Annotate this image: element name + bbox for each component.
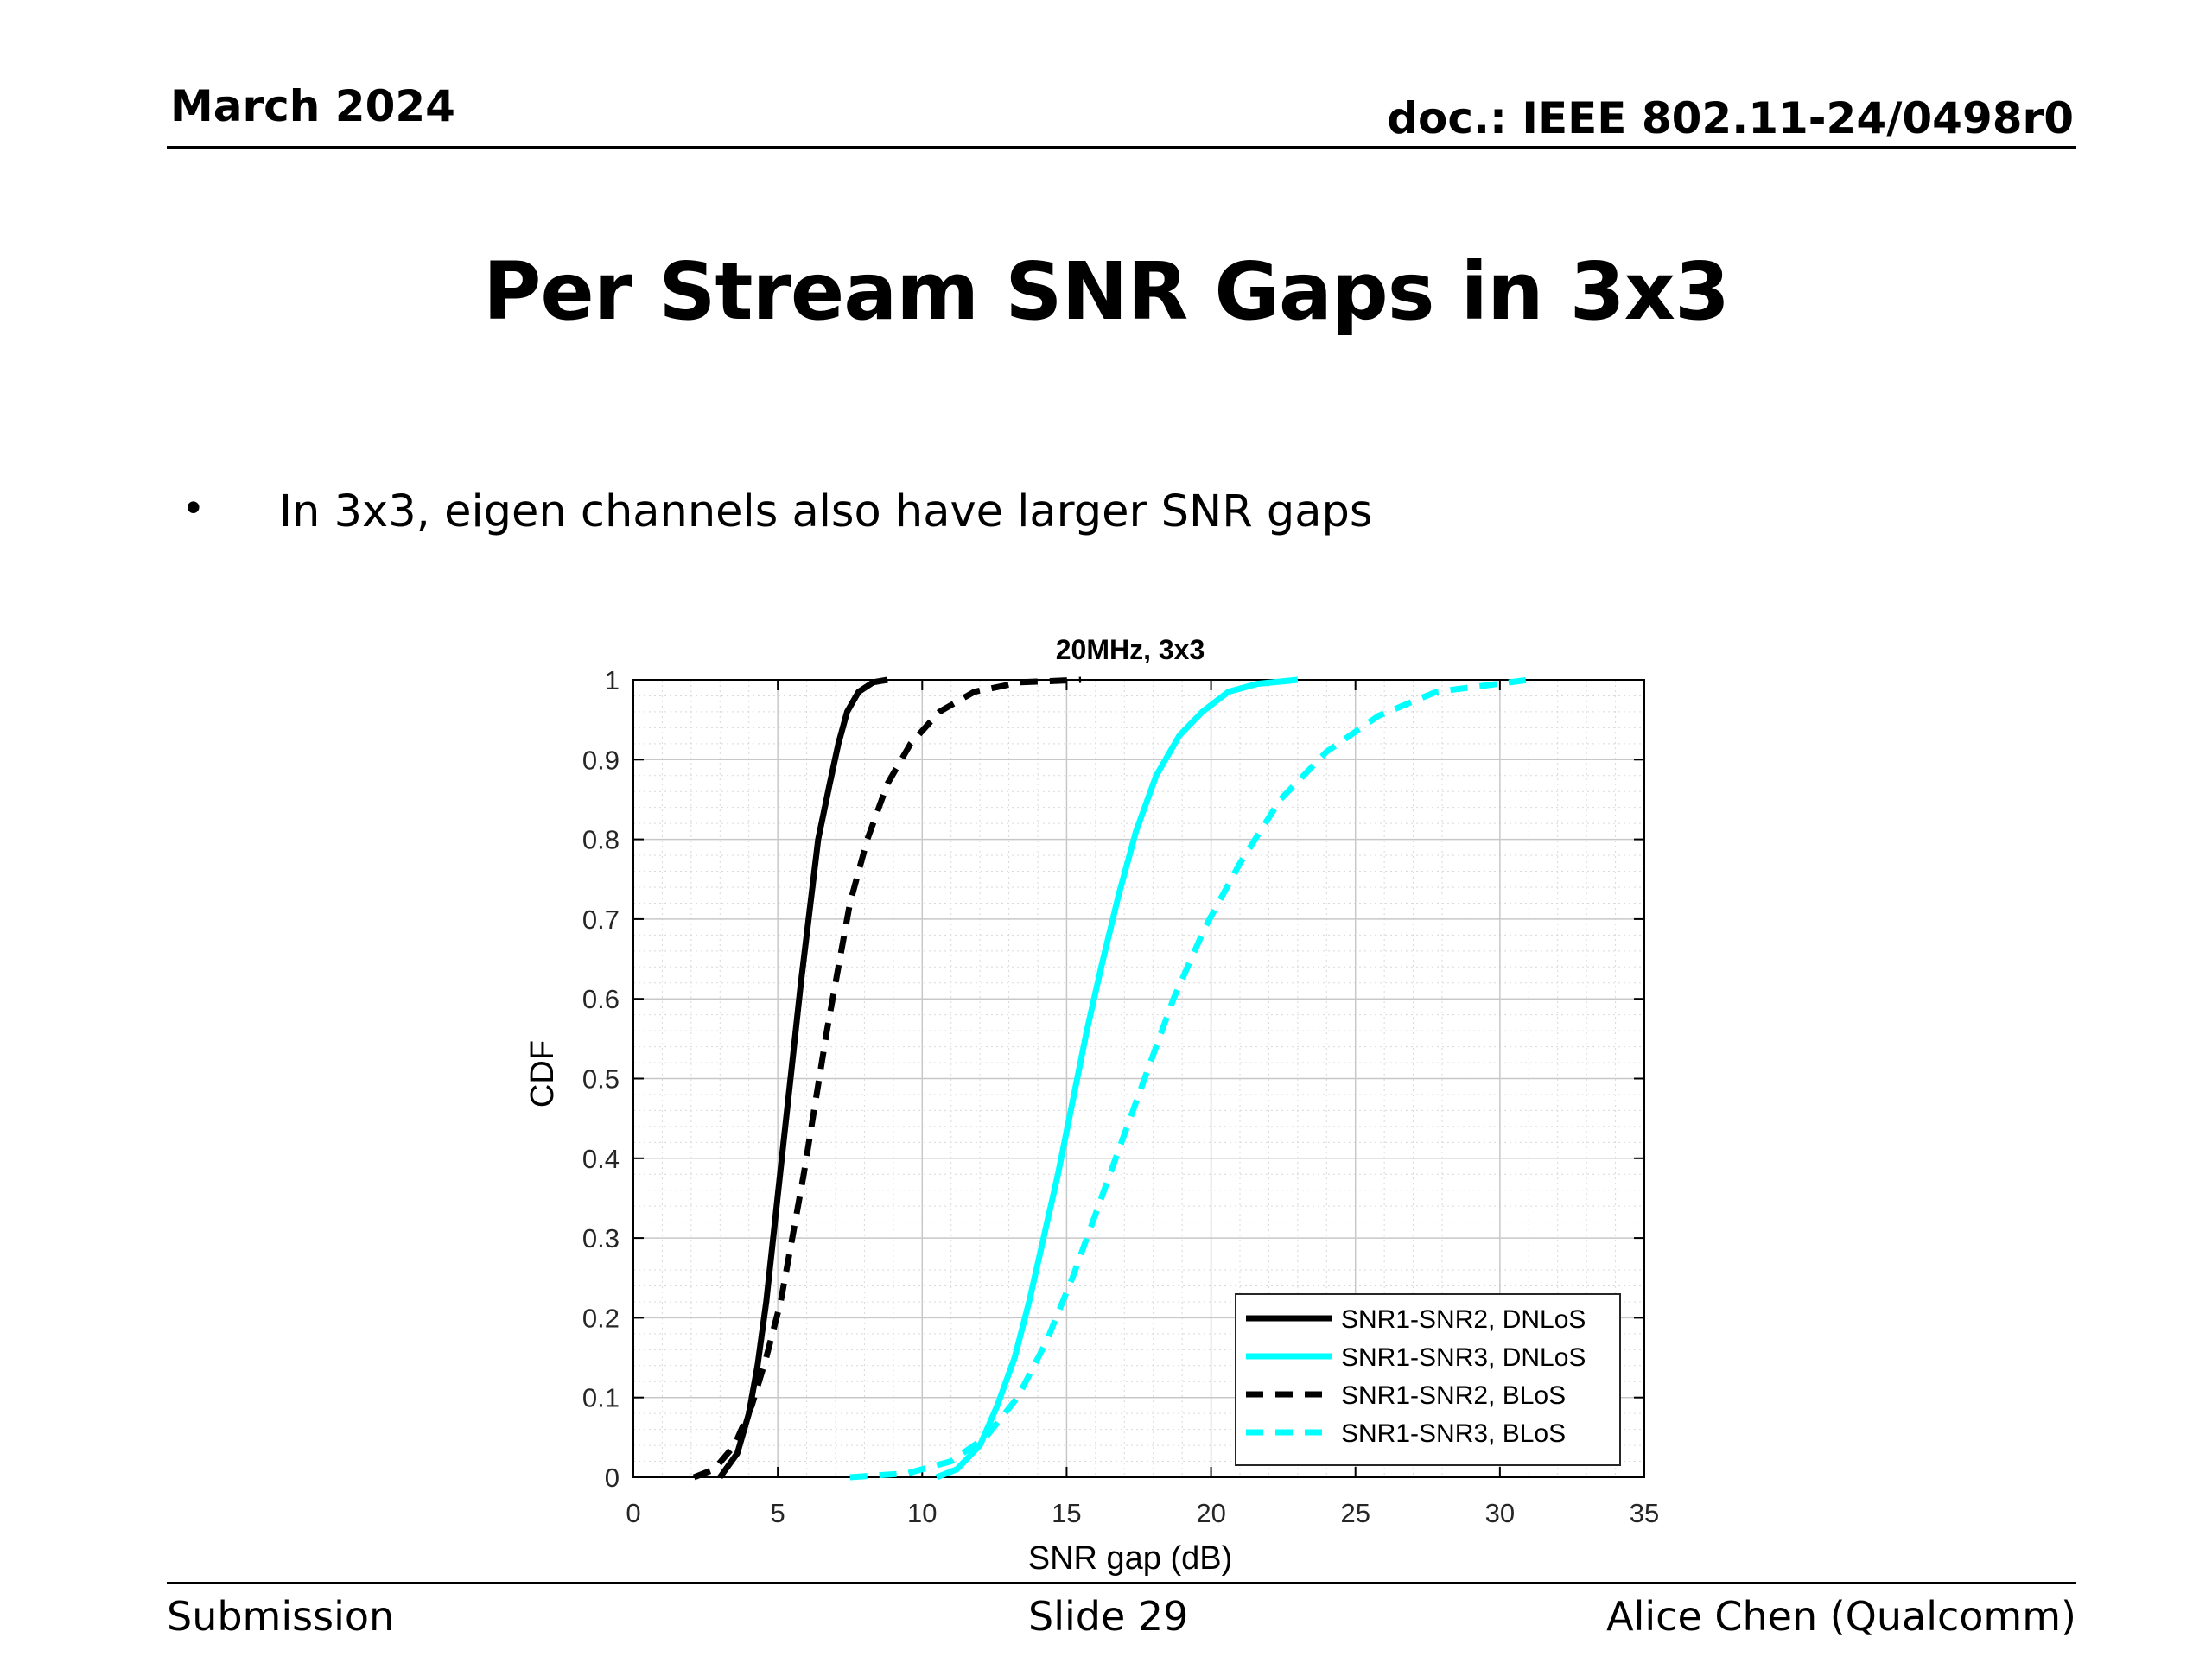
x-axis-label: SNR gap (dB): [1028, 1540, 1233, 1577]
series-line-1: [717, 676, 888, 1480]
header-date: March 2024: [170, 81, 455, 131]
x-tick-label: 30: [1485, 1498, 1515, 1528]
y-tick-label: 0.8: [582, 825, 620, 855]
y-tick-label: 0: [605, 1463, 620, 1493]
y-tick-label: 0.3: [582, 1223, 620, 1254]
x-tick-label: 35: [1630, 1498, 1659, 1528]
y-tick-label: 0.2: [582, 1303, 620, 1333]
x-tick-label: 15: [1052, 1498, 1081, 1528]
x-tick-label: 5: [771, 1498, 785, 1528]
bullet-marker: •: [186, 483, 201, 531]
y-tick-label: 0.5: [582, 1064, 620, 1095]
legend-box: [1235, 1293, 1621, 1466]
y-tick-label: 0.7: [582, 904, 620, 935]
y-tick-label: 0.9: [582, 745, 620, 775]
legend-label-1: SNR1-SNR2, DNLoS: [1341, 1305, 1586, 1334]
header-doc-id: doc.: IEEE 802.11-24/0498r0: [1387, 93, 2074, 143]
legend-label-3: SNR1-SNR2, BLoS: [1341, 1381, 1566, 1410]
footer-slide-number: Slide 29: [1028, 1593, 1189, 1640]
footer-rule: [167, 1582, 2076, 1584]
y-axis-label: CDF: [524, 1040, 561, 1108]
legend-label-2: SNR1-SNR3, DNLoS: [1341, 1343, 1586, 1372]
chart-title: 20MHz, 3x3: [1056, 634, 1205, 665]
footer-submission: Submission: [167, 1593, 395, 1640]
y-tick-label: 0.1: [582, 1383, 620, 1413]
legend-label-4: SNR1-SNR3, BLoS: [1341, 1419, 1566, 1448]
bullet-text: In 3x3, eigen channels also have larger …: [279, 486, 1373, 537]
series-layer: [692, 676, 1529, 1481]
legend: SNR1-SNR2, DNLoS SNR1-SNR3, DNLoS SNR1-SNR…: [1235, 1293, 1621, 1466]
x-tick-label: 25: [1340, 1498, 1370, 1528]
series-line-2: [935, 676, 1299, 1481]
header-rule: [167, 146, 2076, 149]
y-tick-label: 0.6: [582, 984, 620, 1014]
y-tick-label: 1: [605, 665, 620, 695]
series-line-3: [692, 676, 1082, 1481]
tick-layer: 0 5 10 15 20 25 30 35 0 0.1 0.2 0.3 0.4 0.5 0.6 0.7 0.8 0…: [582, 665, 1659, 1528]
x-tick-label: 20: [1196, 1498, 1225, 1528]
x-tick-label: 0: [626, 1498, 640, 1528]
y-tick-label: 0.4: [582, 1144, 620, 1174]
x-tick-label: 10: [907, 1498, 937, 1528]
series-line-4: [849, 676, 1529, 1481]
footer-author: Alice Chen (Qualcomm): [1606, 1593, 2076, 1640]
slide-title: Per Stream SNR Gaps in 3x3: [482, 245, 1730, 338]
